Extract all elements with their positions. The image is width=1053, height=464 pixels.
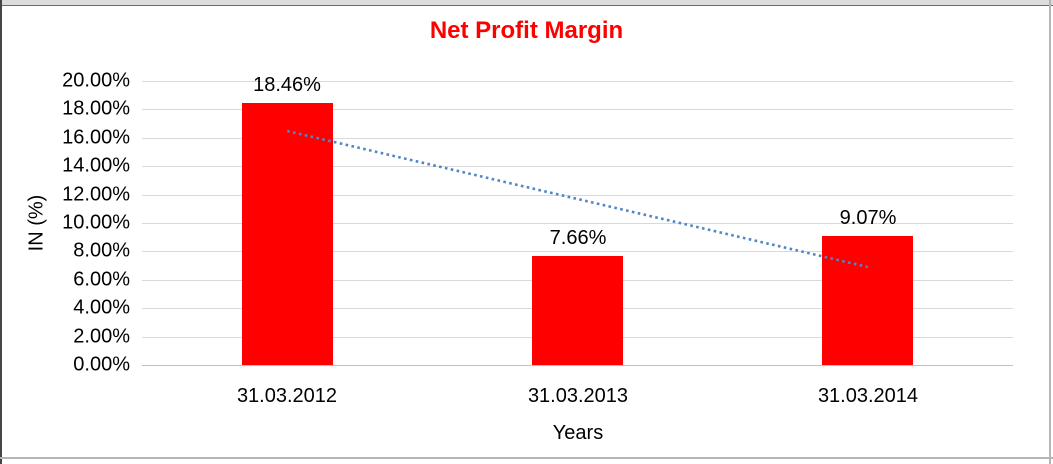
frame-right-border (1049, 0, 1051, 464)
chart-title: Net Profit Margin (429, 17, 624, 44)
y-tick-label: 6.00% (73, 268, 130, 291)
frame-top-border (0, 0, 1053, 6)
gridline (142, 81, 1013, 82)
y-tick-label: 20.00% (62, 69, 130, 92)
gridline (142, 138, 1013, 139)
gridline (142, 166, 1013, 167)
gridline (142, 251, 1013, 252)
x-tick-label: 31.03.2013 (527, 385, 629, 407)
y-tick-label: 18.00% (62, 97, 130, 120)
y-tick-label: 16.00% (62, 126, 130, 149)
x-axis-title: Years (552, 422, 604, 444)
gridline (142, 195, 1013, 196)
bar-31.03.2013 (532, 256, 623, 365)
frame-bottom-border (0, 457, 1053, 459)
x-tick-label: 31.03.2014 (817, 385, 919, 407)
gridline (142, 223, 1013, 224)
gridline (142, 109, 1013, 110)
y-tick-label: 0.00% (73, 353, 130, 376)
bar-31.03.2014 (822, 236, 913, 365)
data-label: 7.66% (549, 227, 607, 249)
y-tick-label: 8.00% (73, 239, 130, 262)
data-label: 9.07% (839, 207, 897, 229)
trendline (286, 129, 869, 269)
y-tick-label: 2.00% (73, 325, 130, 348)
y-tick-label: 12.00% (62, 183, 130, 206)
data-label: 18.46% (253, 74, 321, 96)
x-tick-label: 31.03.2012 (236, 385, 338, 407)
y-tick-label: 10.00% (62, 211, 130, 234)
y-tick-label: 14.00% (62, 154, 130, 177)
y-tick-label: 4.00% (73, 296, 130, 319)
bar-31.03.2012 (242, 103, 333, 365)
x-axis-line (142, 365, 1013, 366)
plot-area: 18.46% 7.66% 9.07% (142, 74, 1013, 366)
frame-left-border (0, 0, 2, 464)
